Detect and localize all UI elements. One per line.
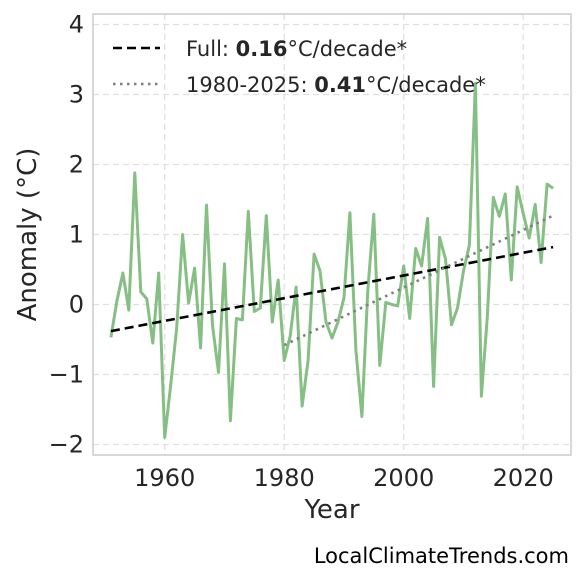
anomaly-series-line	[109, 81, 554, 439]
y-tick-label: 0	[69, 291, 84, 319]
plot-frame	[92, 13, 572, 456]
trend-layer	[110, 214, 554, 347]
y-tick-labels: −2 −1 0 1 2 3 4	[49, 11, 84, 459]
recent-trend-line	[283, 214, 554, 347]
y-tick-label: −2	[49, 431, 84, 459]
watermark: LocalClimateTrends.com	[313, 544, 569, 568]
y-tick-label: 1	[69, 221, 84, 249]
x-tick-label: 1960	[134, 464, 195, 492]
x-tick-label: 2000	[373, 464, 434, 492]
legend-entry: 1980-2025: 0.41°C/decade*	[186, 73, 486, 97]
grid	[93, 14, 571, 455]
x-tick-labels: 1960 1980 2000 2020	[134, 464, 554, 492]
x-tick-label: 2020	[493, 464, 554, 492]
y-tick-label: 4	[69, 11, 84, 39]
legend-entry: Full: 0.16°C/decade*	[186, 37, 407, 61]
y-axis-title: Anomaly (°C)	[13, 148, 43, 322]
y-tick-label: −1	[49, 361, 84, 389]
legend: Full: 0.16°C/decade* 1980-2025: 0.41°C/de…	[113, 37, 486, 97]
y-tick-label: 3	[69, 81, 84, 109]
series-layer	[109, 81, 554, 439]
y-tick-label: 2	[69, 151, 84, 179]
full-trend-line	[110, 245, 554, 333]
x-axis-title: Year	[303, 495, 359, 525]
x-tick-label: 1980	[254, 464, 315, 492]
